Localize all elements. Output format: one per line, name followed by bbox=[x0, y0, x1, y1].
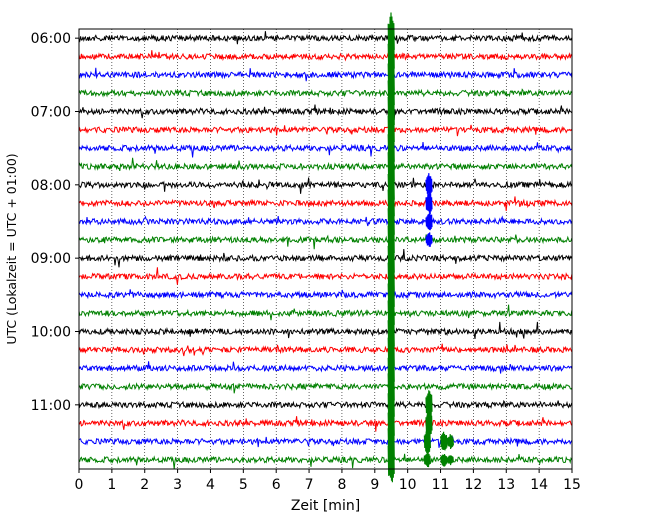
event-26 bbox=[425, 211, 433, 231]
x-axis-ticks: 0 1 2 3 4 5 6 7 8 9 10 11 12 13 14 15 bbox=[75, 469, 581, 493]
trace-0900 bbox=[78, 249, 573, 268]
y-tick-label-1000: 10:00 bbox=[31, 325, 71, 341]
seismic-events bbox=[387, 12, 454, 483]
y-tick-label-0700: 07:00 bbox=[31, 105, 71, 121]
y-tick-label-0800: 08:00 bbox=[31, 178, 71, 194]
event-29 bbox=[425, 407, 433, 438]
trace-1100 bbox=[78, 399, 573, 410]
x-tick-label-12: 12 bbox=[464, 477, 482, 493]
x-tick-label-14: 14 bbox=[530, 477, 548, 493]
trace-0600 bbox=[78, 31, 573, 45]
event-28 bbox=[425, 390, 433, 421]
trace-1115 bbox=[78, 416, 573, 432]
x-tick-label-10: 10 bbox=[399, 477, 417, 493]
x-tick-label-3: 3 bbox=[173, 477, 182, 493]
trace-0645 bbox=[78, 88, 573, 98]
trace-0845 bbox=[78, 234, 573, 250]
plot-frame bbox=[78, 28, 573, 470]
y-tick-label-0600: 06:00 bbox=[31, 31, 71, 47]
trace-0630 bbox=[78, 67, 573, 82]
x-tick-label-0: 0 bbox=[75, 477, 84, 493]
trace-0800 bbox=[78, 177, 573, 194]
trace-0700 bbox=[78, 104, 573, 120]
trace-0715 bbox=[78, 124, 573, 137]
trace-0615 bbox=[78, 50, 573, 62]
x-tick-label-1: 1 bbox=[107, 477, 116, 493]
trace-0830 bbox=[78, 215, 573, 227]
trace-0945 bbox=[78, 304, 573, 321]
x-tick-label-5: 5 bbox=[239, 477, 248, 493]
event-31 bbox=[423, 452, 431, 468]
x-tick-label-4: 4 bbox=[206, 477, 215, 493]
trace-1000 bbox=[78, 321, 573, 340]
event-24 bbox=[425, 173, 433, 196]
seismic-traces bbox=[78, 31, 573, 470]
trace-1045 bbox=[78, 381, 573, 394]
trace-1145 bbox=[78, 453, 573, 470]
x-tick-label-13: 13 bbox=[497, 477, 515, 493]
x-tick-label-6: 6 bbox=[272, 477, 281, 493]
event-33 bbox=[440, 453, 448, 467]
x-tick-label-8: 8 bbox=[337, 477, 346, 493]
trace-1030 bbox=[78, 361, 573, 374]
trace-0745 bbox=[78, 157, 573, 172]
event-30 bbox=[423, 430, 431, 454]
y-axis-title: UTC (Lokalzeit = UTC + 01:00) bbox=[4, 153, 19, 344]
y-axis-ticks: 06:00 07:00 08:00 09:00 10:00 11:00 bbox=[31, 31, 79, 414]
event-23 bbox=[387, 437, 395, 483]
x-tick-label-2: 2 bbox=[140, 477, 149, 493]
x-tick-label-15: 15 bbox=[563, 477, 581, 493]
trace-1130 bbox=[78, 436, 573, 448]
event-35 bbox=[446, 455, 454, 466]
trace-0915 bbox=[78, 267, 573, 285]
x-tick-label-7: 7 bbox=[305, 477, 314, 493]
x-tick-label-9: 9 bbox=[370, 477, 379, 493]
y-tick-label-0900: 09:00 bbox=[31, 251, 71, 267]
event-34 bbox=[446, 434, 454, 450]
trace-1015 bbox=[78, 343, 573, 357]
y-tick-label-1100: 11:00 bbox=[31, 398, 71, 414]
grid-lines bbox=[111, 29, 540, 469]
trace-0930 bbox=[78, 289, 573, 300]
trace-0815 bbox=[78, 196, 573, 211]
event-27 bbox=[425, 232, 433, 247]
x-axis-title: Zeit [min] bbox=[291, 498, 360, 514]
event-25 bbox=[425, 191, 433, 215]
trace-0730 bbox=[78, 142, 572, 158]
event-32 bbox=[440, 431, 448, 451]
x-tick-label-11: 11 bbox=[432, 477, 450, 493]
